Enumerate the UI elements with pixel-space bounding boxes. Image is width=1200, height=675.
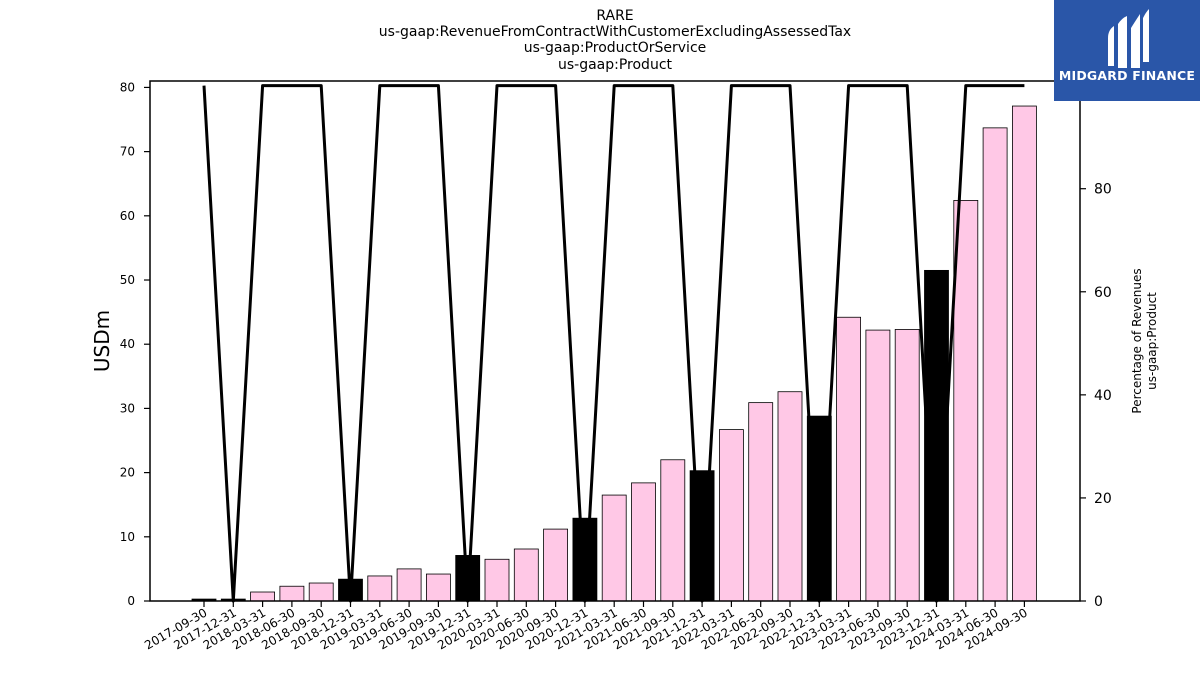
y-tick-label: 10: [120, 530, 135, 544]
y2-tick-label: 80: [1094, 182, 1112, 198]
bar-2024-03-31: [953, 200, 979, 602]
bar-2023-09-30: [894, 329, 920, 602]
y-tick-label: 20: [120, 466, 135, 480]
bar-2022-09-30: [777, 391, 803, 602]
bar-2021-09-30: [660, 459, 686, 602]
y2-axis-title-line-1: Percentage of Revenues: [1130, 268, 1144, 413]
y-tick-label: 50: [120, 273, 135, 287]
percentage-line-layer: [202, 84, 1025, 603]
y2-tick-label: 40: [1094, 388, 1112, 404]
bar-2021-03-31: [601, 494, 627, 602]
y-tick-label: 80: [120, 80, 135, 94]
bar-2023-03-31: [836, 316, 861, 602]
bar-2022-03-31: [719, 429, 744, 602]
bars: [191, 105, 1037, 602]
bar-2019-03-31: [367, 575, 393, 602]
bar-2020-09-30: [543, 528, 568, 602]
bar-2018-03-31: [250, 591, 276, 602]
y-tick-label: 60: [120, 209, 135, 223]
bar-2023-06-30: [865, 329, 891, 602]
y-tick-label: 0: [127, 594, 135, 608]
bar-2024-09-30: [1012, 105, 1037, 602]
logo-mark-icon: [1108, 9, 1149, 68]
y2-axis-title-line-2: us-gaap:Product: [1145, 292, 1159, 390]
bar-2020-03-31: [484, 558, 510, 602]
y2-tick-label: 20: [1094, 491, 1112, 507]
x-axis: 2017-09-302017-12-312018-03-312018-06-30…: [142, 601, 1030, 652]
y-tick-label: 40: [120, 337, 135, 351]
y-tick-label: 30: [120, 401, 135, 415]
title-line-3: us-gaap:ProductOrService: [524, 40, 707, 56]
bar-2018-06-30: [279, 585, 305, 602]
y-tick-label: 70: [120, 145, 135, 159]
y-axis-right: 020406080100: [1080, 79, 1121, 610]
y-axis-left: 0 10 20 30 40 50 60 70 80: [120, 80, 150, 608]
y2-tick-label: 60: [1094, 285, 1112, 301]
bar-2018-09-30: [308, 582, 334, 602]
y-axis-title: USDm: [90, 310, 114, 372]
y2-tick-label: 0: [1094, 594, 1103, 610]
bar-2019-09-30: [425, 573, 451, 602]
title-line-2: us-gaap:RevenueFromContractWithCustomerE…: [379, 24, 851, 40]
bar-2022-06-30: [748, 402, 774, 602]
bar-2019-06-30: [396, 568, 422, 602]
midgard-finance-logo: MIDGARD FINANCE: [1054, 0, 1200, 101]
bar-2024-06-30: [982, 127, 1008, 602]
title-line-4: us-gaap:Product: [558, 57, 673, 73]
title-line-1: RARE: [596, 8, 633, 24]
bar-2021-06-30: [631, 482, 656, 602]
plot-frame: [149, 80, 1081, 602]
bar-2020-06-30: [513, 548, 539, 602]
logo-text: MIDGARD FINANCE: [1058, 68, 1196, 83]
chart-title: RARE us-gaap:RevenueFromContractWithCust…: [379, 8, 851, 73]
percentage-line: [202, 84, 1025, 603]
